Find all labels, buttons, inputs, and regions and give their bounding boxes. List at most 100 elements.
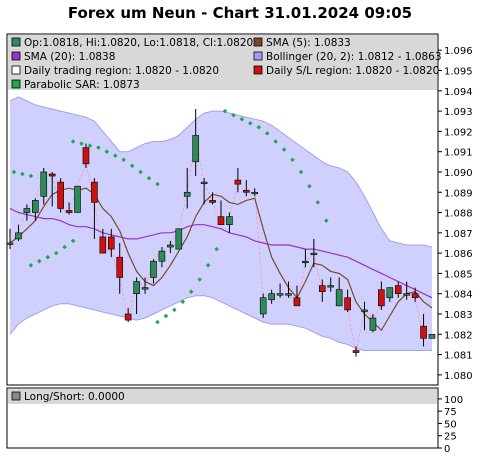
candle-body — [23, 208, 31, 213]
candle-body — [310, 252, 318, 255]
candle-body — [420, 325, 427, 339]
long-short-swatch — [11, 391, 21, 401]
price-tick-label: 1.080 — [444, 371, 473, 382]
candle-body — [259, 297, 267, 315]
legend-swatch — [11, 79, 21, 89]
candle-body — [352, 350, 360, 353]
candle-body — [285, 293, 292, 296]
candle-body — [57, 181, 64, 209]
price-tick-label: 1.095 — [444, 67, 473, 78]
long-short-tick-label: 100 — [444, 395, 463, 406]
legend-label: SMA (20): 1.0838 — [24, 51, 115, 63]
legend-label: Daily trading region: 1.0820 - 1.0820 — [24, 65, 219, 77]
long-short-tick-label: 75 — [444, 407, 457, 418]
price-tick-label: 1.088 — [444, 209, 473, 220]
sar-point — [87, 143, 93, 148]
price-y-axis: 1.080 1.081 1.082 1.083 1.084 1.085 1.086 1.087… — [438, 46, 473, 382]
candle-body — [99, 236, 107, 254]
candle-body — [361, 309, 368, 312]
sar-point — [307, 183, 312, 189]
candle-body — [74, 185, 81, 213]
candle-body — [158, 250, 166, 262]
price-tick-label: 1.083 — [444, 310, 473, 321]
candle-body — [200, 181, 208, 184]
sar-point — [70, 238, 76, 244]
long-short-label: Long/Short: 0.0000 — [24, 391, 125, 403]
candle-body — [217, 216, 225, 226]
price-tick-label: 1.084 — [444, 290, 473, 301]
price-tick-label: 1.087 — [444, 229, 473, 240]
candle-body — [15, 232, 22, 240]
candle-body — [107, 236, 115, 250]
candle-body — [302, 260, 309, 264]
candle-body — [183, 191, 191, 197]
sar-point — [315, 200, 321, 205]
candle-body — [403, 293, 410, 296]
legend-swatch — [253, 37, 263, 47]
candle-body — [428, 333, 436, 339]
candle-body — [386, 287, 394, 299]
legend-swatch — [253, 65, 263, 75]
candle-body — [411, 293, 419, 299]
long-short-tick-label: 50 — [444, 419, 457, 430]
legend-label: Daily S/L region: 1.0820 - 1.0820 — [266, 65, 439, 77]
sar-point — [264, 131, 270, 136]
candle-body — [91, 181, 98, 203]
sar-point — [239, 116, 245, 122]
legend-swatch — [11, 37, 21, 47]
sar-point — [70, 139, 76, 144]
candle-body — [378, 289, 385, 307]
candle-body — [293, 297, 301, 307]
sar-point — [180, 299, 186, 305]
price-tick-label: 1.094 — [444, 87, 473, 98]
sar-point — [231, 112, 236, 118]
price-tick-label: 1.082 — [444, 330, 473, 341]
candle-body — [226, 216, 233, 226]
sma20-line — [9, 207, 433, 299]
candle-body — [335, 289, 343, 307]
price-tick-label: 1.086 — [444, 249, 473, 260]
candle-body — [251, 191, 259, 195]
legend-label: Op:1.0818, Hi:1.0820, Lo:1.0818, Cl:1.08… — [24, 37, 253, 49]
candle-body — [318, 285, 326, 292]
price-tick-label: 1.089 — [444, 188, 473, 199]
candle-body — [6, 242, 14, 245]
candle-body — [82, 147, 90, 165]
bollinger-upper-line — [9, 96, 433, 248]
sar-point — [121, 157, 126, 163]
legend-swatch — [11, 51, 21, 61]
candle-body — [32, 200, 39, 213]
candle-body — [65, 210, 73, 213]
candle-body — [175, 228, 183, 250]
sar-point — [53, 250, 59, 256]
price-tick-label: 1.096 — [444, 46, 473, 57]
candle-body — [40, 171, 48, 197]
sar-point — [155, 319, 160, 325]
price-tick-label: 1.081 — [444, 351, 473, 362]
long-short-legend-box — [8, 389, 437, 404]
chart-title: Forex um Neun - Chart 31.01.2024 09:05 — [68, 4, 412, 22]
candle-body — [243, 189, 250, 193]
candle-body — [167, 244, 174, 248]
bollinger-lower-line — [9, 295, 432, 351]
candle-body — [124, 313, 132, 321]
price-tick-label: 1.092 — [444, 127, 473, 138]
legend-box — [8, 35, 437, 90]
candle-body — [48, 173, 56, 177]
sar-point — [205, 263, 211, 268]
candle-body — [209, 200, 216, 203]
price-tick-label: 1.085 — [444, 269, 473, 280]
price-tick-label: 1.090 — [444, 168, 473, 179]
sar-point — [28, 263, 34, 268]
sar-point — [96, 145, 101, 150]
candle-body — [327, 285, 335, 288]
legend-label: SMA (5): 1.0833 — [266, 37, 351, 49]
candle-body — [369, 317, 377, 331]
candle-body — [133, 281, 140, 294]
candle-body — [116, 256, 124, 278]
sar-point — [256, 125, 262, 130]
candle-body — [141, 287, 149, 290]
